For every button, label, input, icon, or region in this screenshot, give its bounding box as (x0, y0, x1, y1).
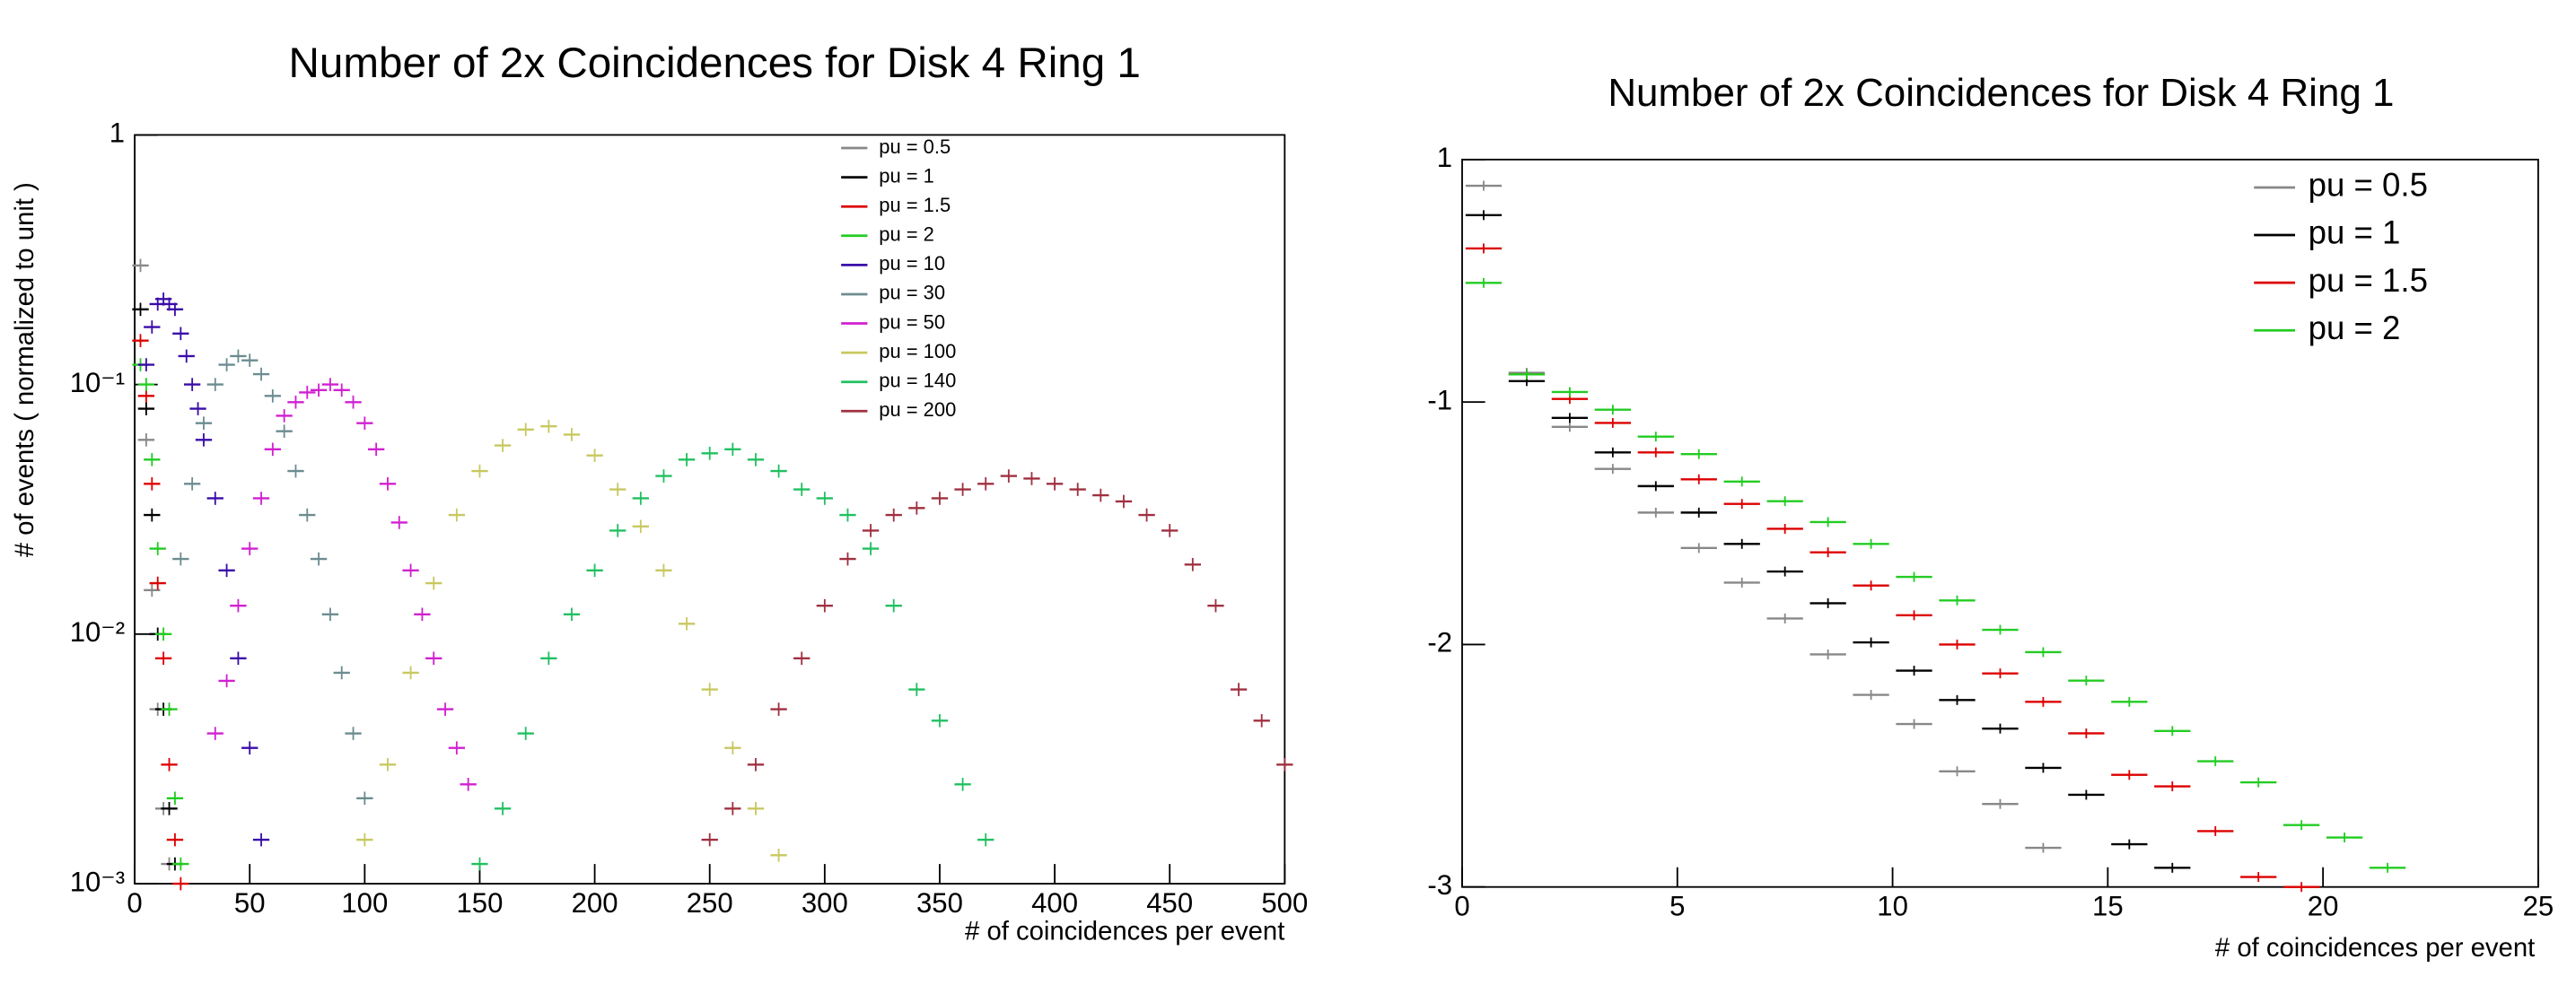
y-tick-label: 10⁻² (70, 616, 125, 648)
x-tick-label: 300 (802, 887, 848, 919)
x-tick-label: 25 (2523, 891, 2554, 922)
x-tick-label: 200 (572, 887, 618, 919)
y-axis-label: # of events ( normalized to unit ) (10, 182, 39, 557)
legend-label: pu = 1.5 (2309, 262, 2428, 299)
y-tick-label: 10⁻¹ (70, 367, 125, 398)
legend-label: pu = 100 (879, 340, 956, 362)
y-tick-label: -2 (1427, 627, 1452, 658)
y-tick-label: 1 (110, 118, 125, 149)
y-tick-label: -1 (1427, 384, 1452, 415)
legend-label: pu = 140 (879, 369, 956, 391)
legend-label: pu = 2 (2309, 310, 2401, 346)
y-tick-label: 10⁻³ (70, 866, 125, 897)
legend-label: pu = 1 (879, 164, 934, 187)
x-axis-label: # of coincidences per event (2215, 933, 2535, 963)
x-tick-label: 50 (234, 887, 266, 919)
chart-title: Number of 2x Coincidences for Disk 4 Rin… (1608, 71, 2394, 115)
x-tick-label: 0 (1454, 891, 1469, 922)
x-tick-label: 400 (1031, 887, 1078, 919)
x-tick-label: 15 (2092, 891, 2124, 922)
legend-label: pu = 0.5 (879, 135, 951, 158)
legend-label: pu = 1 (2309, 214, 2401, 251)
legend-label: pu = 2 (879, 223, 934, 246)
plot-frame (1461, 158, 2539, 888)
x-tick-label: 500 (1261, 887, 1308, 919)
x-tick-label: 5 (1669, 891, 1685, 922)
legend-label: pu = 10 (879, 252, 945, 275)
legend-label: pu = 30 (879, 282, 945, 304)
x-tick-label: 10 (1877, 891, 1908, 922)
y-tick-label: 1 (1437, 142, 1452, 173)
x-axis-label: # of coincidences per event (965, 917, 1284, 946)
legend-label: pu = 1.5 (879, 194, 951, 216)
x-tick-label: 20 (2308, 891, 2339, 922)
chart-title: Number of 2x Coincidences for Disk 4 Rin… (289, 39, 1141, 87)
x-tick-label: 250 (687, 887, 733, 919)
x-tick-label: 450 (1146, 887, 1193, 919)
legend-label: pu = 200 (879, 398, 956, 421)
y-tick-label: -3 (1427, 869, 1452, 901)
x-tick-label: 100 (341, 887, 388, 919)
legend-label: pu = 50 (879, 310, 945, 333)
legend-label: pu = 0.5 (2309, 167, 2428, 204)
x-tick-label: 0 (127, 887, 142, 919)
x-tick-label: 150 (457, 887, 504, 919)
x-tick-label: 350 (916, 887, 963, 919)
